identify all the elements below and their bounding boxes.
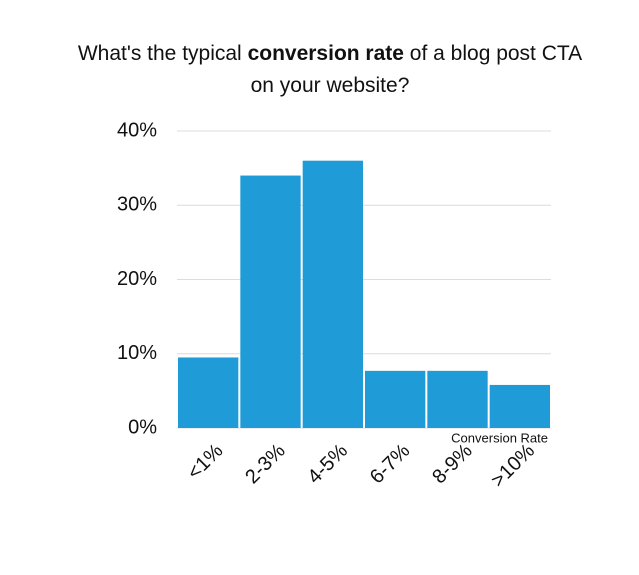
chart-title: What's the typical conversion rate of a … <box>78 42 582 65</box>
y-tick-label: 0% <box>128 416 157 438</box>
x-tick-label: 6-7% <box>366 440 415 489</box>
bar <box>365 370 426 428</box>
title-segment: conversion rate <box>248 42 404 65</box>
y-tick-label: 30% <box>117 194 157 216</box>
x-tick-label: 2-3% <box>241 440 290 489</box>
x-tick-label: 4-5% <box>304 440 353 489</box>
y-tick-label: 20% <box>117 268 157 290</box>
title-segment: What's the typical <box>78 42 248 65</box>
x-axis-label: Conversion Rate <box>451 430 548 445</box>
bar <box>240 175 301 428</box>
bar <box>489 384 550 428</box>
title-segment: of a blog post CTA <box>404 42 582 65</box>
bar <box>302 160 363 428</box>
y-tick-label: 10% <box>117 342 157 364</box>
bar <box>178 357 239 428</box>
x-tick-label: >10% <box>487 440 539 492</box>
title-segment: on your website? <box>251 74 410 97</box>
x-tick-label: 8-9% <box>428 440 477 489</box>
x-tick-label: <1% <box>183 440 227 484</box>
bar <box>427 370 488 428</box>
y-tick-label: 40% <box>117 119 157 141</box>
chart-title: on your website? <box>251 74 410 97</box>
